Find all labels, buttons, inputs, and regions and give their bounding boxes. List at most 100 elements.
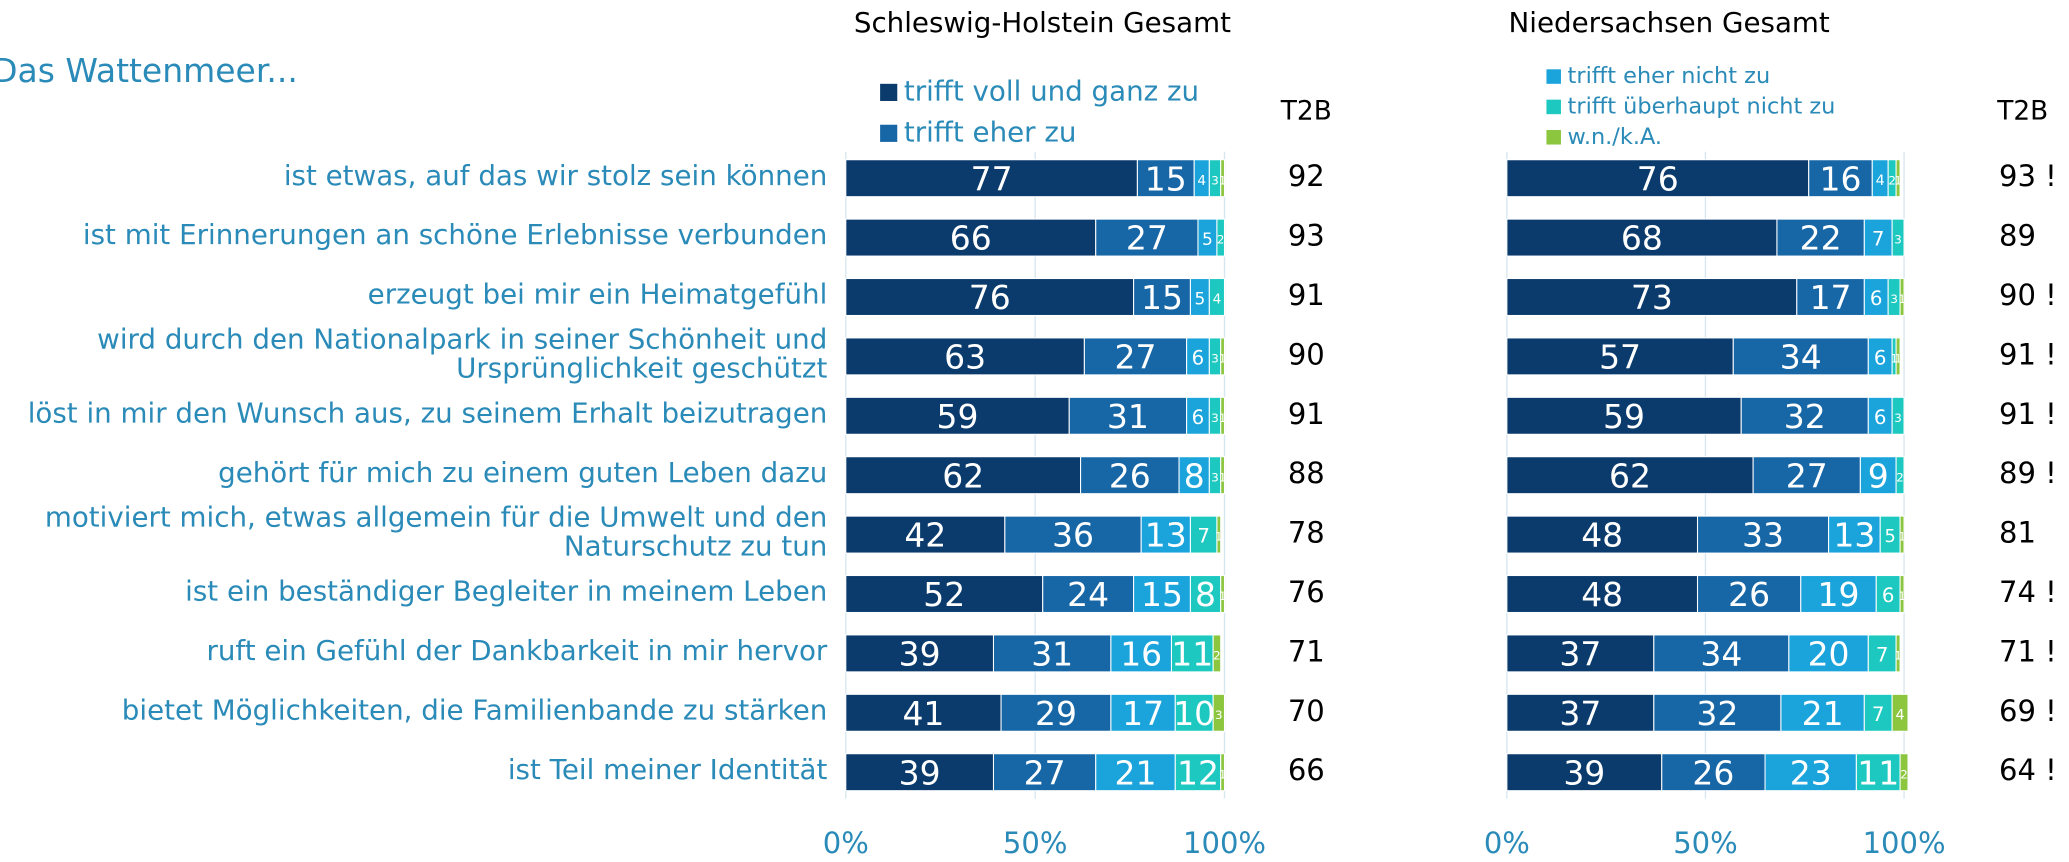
segment-label: 6 (1870, 287, 1883, 310)
bar-segment (1095, 218, 1199, 257)
segment-label: 23 (1790, 753, 1832, 792)
bar-segment (1895, 456, 1905, 495)
segment-label: 31 (1031, 635, 1073, 674)
segment-label: 12 (1177, 753, 1219, 792)
segment-label: 59 (937, 397, 979, 436)
category-label: gehört für mich zu einem guten Leben daz… (218, 456, 828, 489)
segment-label: 36 (1052, 516, 1094, 555)
segment-label: 37 (1559, 694, 1601, 733)
t2b-value: 74 ! (1999, 575, 2057, 609)
segment-label: 17 (1810, 278, 1852, 317)
bar-segment (1808, 159, 1873, 198)
segment-label: 2 (1217, 233, 1225, 247)
t2b-value: 64 ! (1999, 753, 2057, 787)
bar-segment (1859, 456, 1897, 495)
segment-label: 27 (1024, 753, 1066, 792)
segment-label: 41 (902, 694, 944, 733)
bar-segment (992, 634, 1112, 673)
segment-label: 6 (1874, 347, 1887, 370)
legend-label: trifft eher nicht zu (1568, 63, 1771, 89)
category-label: ist Teil meiner Identität (507, 753, 828, 786)
category-label: ist etwas, auf das wir stolz sein können (283, 159, 828, 192)
bar-segment (1788, 634, 1869, 673)
bar-segment (1506, 456, 1754, 495)
segment-label: 1 (1894, 649, 1902, 663)
segment-label: 16 (1820, 159, 1862, 198)
bar-segment (1133, 277, 1191, 317)
segment-label: 15 (1141, 575, 1183, 614)
segment-label: 63 (944, 338, 986, 377)
bar-segment (1170, 634, 1214, 673)
segment-label: 4 (1876, 173, 1885, 189)
segment-label: 62 (942, 456, 984, 495)
bar-segment (845, 159, 1138, 198)
t2b-value: 78 (1288, 516, 1325, 550)
segment-label: 27 (1126, 219, 1168, 258)
segment-label: 13 (1145, 516, 1187, 555)
bar-segment (1506, 159, 1810, 198)
segment-label: 68 (1621, 219, 1663, 258)
t2b-value: 76 (1288, 575, 1325, 609)
bar-segment (1189, 574, 1222, 614)
segment-label: 21 (1115, 753, 1157, 792)
segment-label: 2 (1888, 173, 1896, 187)
segment-label: 73 (1631, 278, 1673, 317)
segment-label: 1 (1219, 767, 1227, 781)
t2b-value: 81 (1999, 516, 2036, 550)
bar-segment (1004, 515, 1142, 554)
segment-label: 21 (1802, 694, 1844, 733)
t2b-header: T2B (1280, 97, 1332, 127)
segment-label: 2 (1213, 649, 1221, 663)
bar-segment (1216, 218, 1226, 257)
legend-label: trifft voll und ganz zu (904, 74, 1199, 107)
x-tick-label: 0% (823, 826, 869, 860)
bar-segment (1863, 693, 1893, 732)
t2b-value: 91 (1288, 397, 1325, 431)
segment-label: 26 (1728, 575, 1770, 614)
x-tick-label: 50% (1673, 826, 1737, 860)
segment-label: 1 (1219, 589, 1227, 603)
bar-segment (845, 396, 1070, 435)
segment-label: 16 (1120, 635, 1162, 674)
bar-segment (1220, 396, 1226, 435)
bar-segment (845, 218, 1097, 257)
segment-label: 1 (1215, 530, 1223, 544)
segment-label: 11 (1857, 753, 1899, 792)
segment-label: 34 (1700, 635, 1742, 674)
t2b-value: 71 (1288, 634, 1325, 668)
segment-label: 37 (1559, 635, 1601, 674)
segment-label: 15 (1141, 278, 1183, 317)
segment-label: 33 (1742, 516, 1784, 555)
bar-segment (1220, 337, 1226, 376)
category-label: bietet Möglichkeiten, die Familienbande … (121, 694, 828, 726)
bar-segment (1895, 634, 1901, 673)
segment-label: 7 (1876, 644, 1889, 667)
legend-swatch (880, 83, 898, 101)
t2b-value: 88 (1288, 456, 1325, 490)
bar-segment (1174, 753, 1222, 792)
segment-label: 4 (1197, 173, 1206, 189)
segment-label: 3 (1211, 173, 1219, 187)
bar-segment (1855, 753, 1901, 792)
segment-label: 6 (1192, 406, 1205, 429)
bar-segment (1828, 515, 1881, 554)
chart-title: Schleswig-Holstein Gesamt (854, 6, 1231, 39)
bar-segment (1506, 515, 1699, 554)
t2b-value: 90 (1288, 337, 1325, 371)
x-tick-label: 100% (1863, 826, 1946, 860)
segment-label: 39 (899, 635, 941, 674)
segment-label: 5 (1884, 526, 1895, 547)
category-label: erzeugt bei mir ein Heimatgefühl (367, 278, 828, 311)
segment-label: 2 (1900, 767, 1908, 781)
segment-label: 19 (1818, 575, 1860, 614)
segment-label: 3 (1890, 292, 1898, 306)
bar-segment (1506, 396, 1742, 435)
bar-segment (1891, 396, 1905, 435)
bar-segment (1212, 634, 1222, 673)
bar-segment (1653, 693, 1782, 732)
segment-label: 6 (1874, 406, 1887, 429)
category-label: motiviert mich, etwas allgemein für die … (44, 501, 828, 563)
